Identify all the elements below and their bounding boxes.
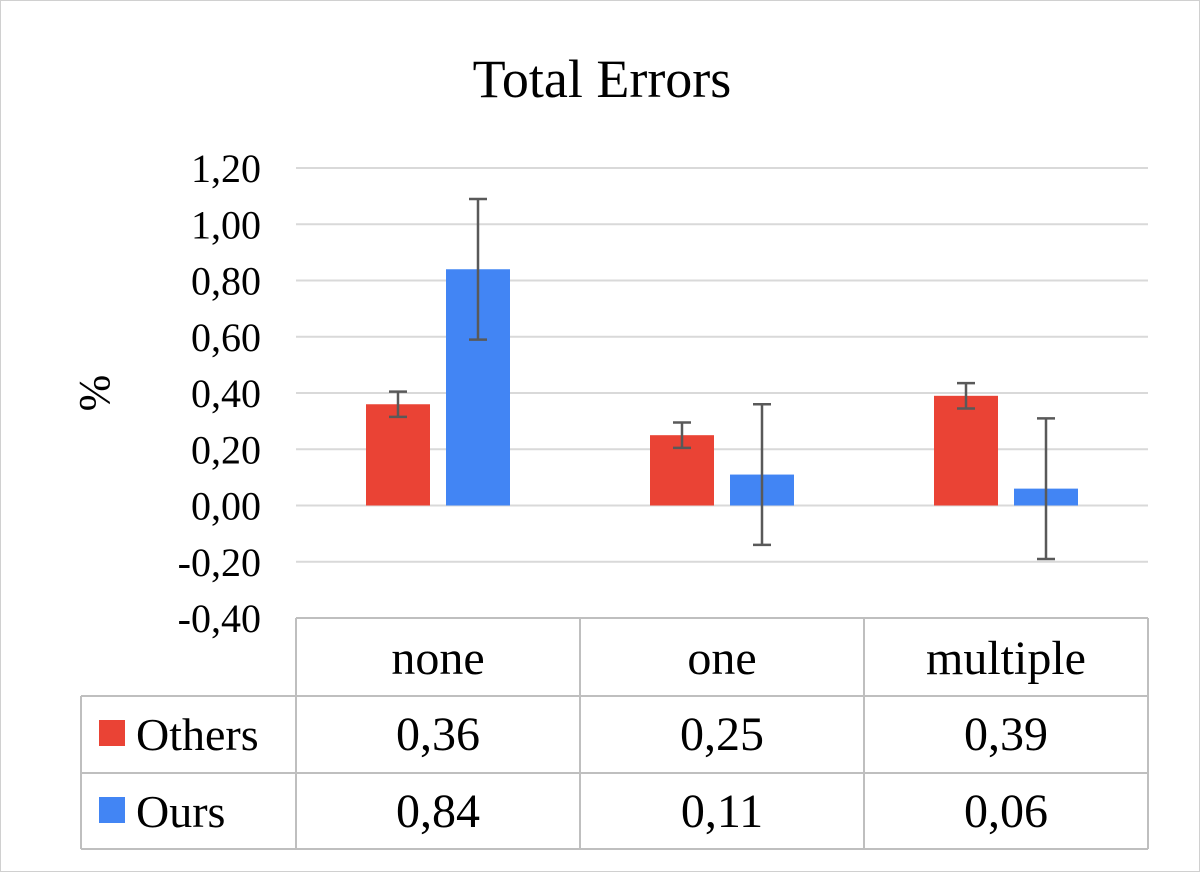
chart-title: Total Errors bbox=[473, 49, 732, 109]
category-label: one bbox=[687, 632, 756, 685]
y-tick-label: 0,20 bbox=[191, 427, 261, 472]
gridlines bbox=[296, 167, 1148, 563]
y-tick-label: 1,00 bbox=[191, 202, 261, 247]
bar-others-multiple bbox=[934, 395, 998, 506]
legend-label: Ours bbox=[136, 786, 225, 837]
bars bbox=[366, 269, 1078, 506]
legend-label: Others bbox=[136, 709, 259, 760]
table-cell: 0,25 bbox=[680, 708, 764, 761]
table-cell: 0,36 bbox=[396, 708, 480, 761]
y-tick-label: -0,40 bbox=[178, 596, 261, 641]
bar-others-none bbox=[366, 404, 430, 506]
y-tick-label: 1,20 bbox=[191, 146, 261, 191]
table-cell: 0,84 bbox=[396, 785, 480, 838]
category-label: none bbox=[391, 632, 484, 685]
table-cell: 0,06 bbox=[964, 785, 1048, 838]
y-tick-label: 0,00 bbox=[191, 484, 261, 529]
legend-key-others bbox=[99, 720, 125, 746]
y-tick-label: 0,80 bbox=[191, 259, 261, 304]
table-cell: 0,11 bbox=[681, 785, 763, 838]
y-tick-label: -0,20 bbox=[178, 540, 261, 585]
category-label: multiple bbox=[926, 632, 1086, 685]
y-tick-labels: 1,20 1,00 0,80 0,60 0,40 0,20 0,00 -0,20 -0,40 bbox=[178, 146, 261, 641]
y-tick-label: 0,60 bbox=[191, 315, 261, 360]
y-axis-label: % bbox=[70, 375, 119, 412]
y-tick-label: 0,40 bbox=[191, 371, 261, 416]
table-cell: 0,39 bbox=[964, 708, 1048, 761]
legend-key-ours bbox=[99, 797, 125, 823]
data-table: none one multiple Others 0,36 0,25 0,39 Ours 0,8… bbox=[80, 617, 1149, 850]
error-bars bbox=[389, 197, 1055, 561]
